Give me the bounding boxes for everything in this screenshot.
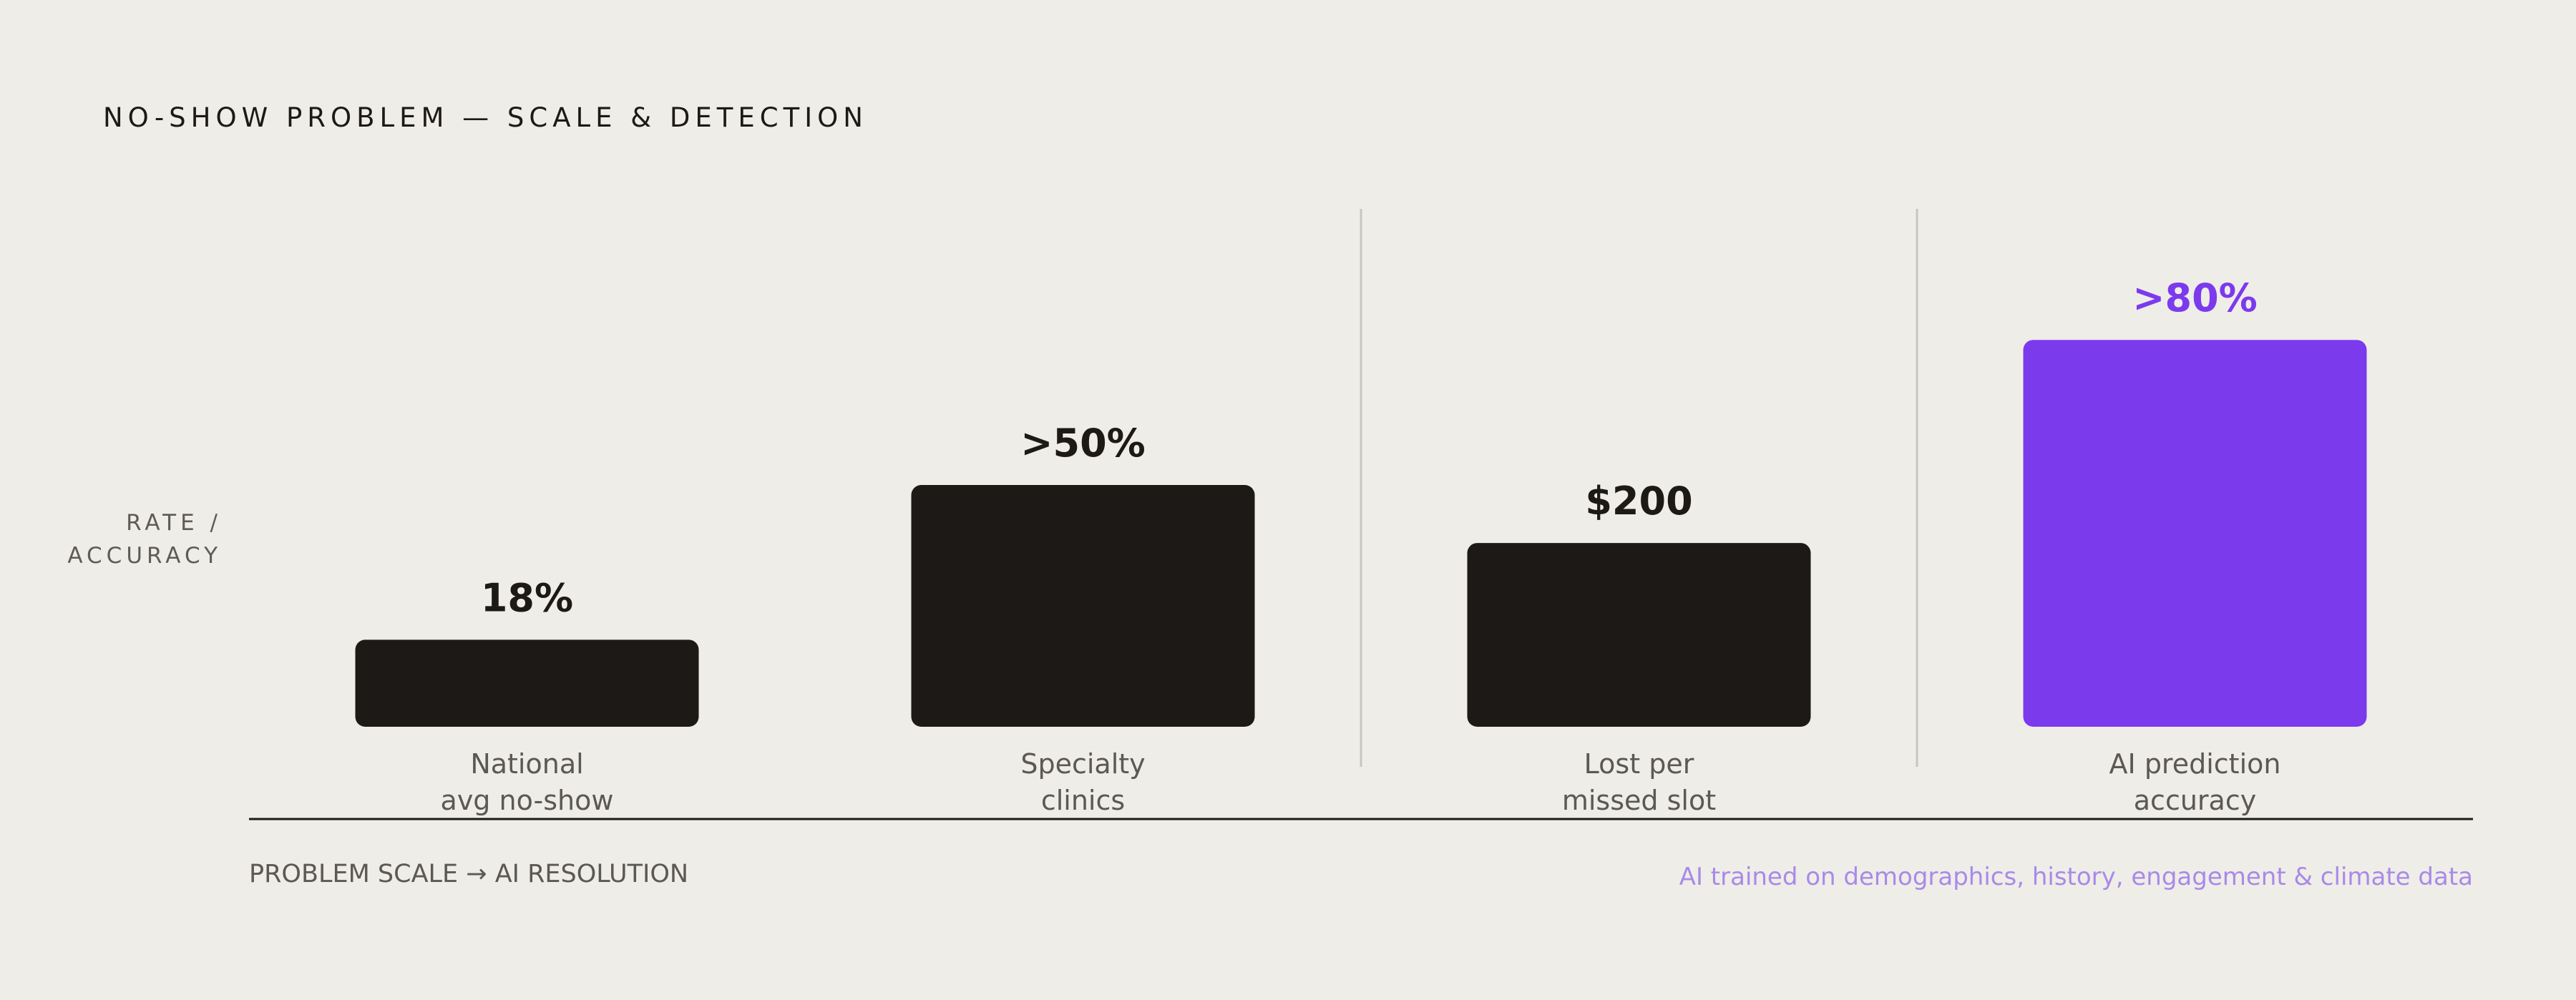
x-tick-label-4-line-2: accuracy xyxy=(2134,785,2256,816)
bar-3 xyxy=(1467,543,1811,727)
data-label-2: >50% xyxy=(1020,421,1146,466)
data-label-1: 18% xyxy=(481,575,573,620)
bar-1 xyxy=(355,639,699,727)
footer-note: AI trained on demographics, history, eng… xyxy=(1679,863,2473,891)
x-tick-label-2-line-1: Specialty xyxy=(1020,748,1145,780)
x-tick-label-1-line-2: avg no-show xyxy=(441,785,614,816)
data-label-3: $200 xyxy=(1585,479,1692,524)
footer-caption: PROBLEM SCALE → AI RESOLUTION xyxy=(249,860,689,888)
chart-title: NO-SHOW PROBLEM — SCALE & DETECTION xyxy=(103,102,868,133)
x-tick-label-3-line-2: missed slot xyxy=(1562,785,1716,816)
y-axis-label: RATE / ACCURACY xyxy=(67,506,222,572)
bar-4 xyxy=(2023,340,2367,727)
x-tick-label-2-line-2: clinics xyxy=(1041,785,1125,816)
x-tick-label-4-line-1: AI prediction xyxy=(2109,748,2281,780)
x-tick-label-3-line-1: Lost per xyxy=(1584,748,1694,780)
y-axis-label-line-1: RATE / xyxy=(126,510,222,536)
data-label-4: >80% xyxy=(2132,275,2258,320)
y-axis-label-line-2: ACCURACY xyxy=(67,543,222,569)
bar-2 xyxy=(911,485,1255,727)
x-tick-label-1-line-1: National xyxy=(470,748,583,780)
